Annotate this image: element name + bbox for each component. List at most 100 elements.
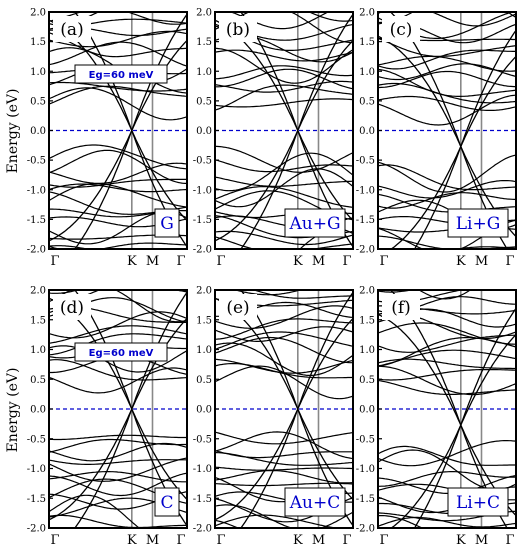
y-tick-label: -1.0 — [27, 464, 46, 475]
band-line — [215, 466, 353, 471]
gap-annotation-box — [74, 64, 168, 84]
kpoint-label: M — [312, 254, 325, 269]
band-line — [501, 247, 516, 249]
band-line — [49, 471, 187, 483]
system-label: Li+G — [456, 214, 501, 234]
band-line — [378, 516, 516, 528]
kpoint-label: Γ — [379, 254, 388, 269]
band-line — [215, 152, 353, 192]
band-line — [49, 311, 187, 339]
band-line — [215, 450, 353, 459]
y-tick-label: 0.0 — [359, 126, 375, 137]
band-line — [49, 345, 187, 373]
band-line — [215, 305, 353, 329]
panel-d: 2.0 1.5 1.0 0.5 0.0 -0.5 -1.0 -1.5 -2.0 Γ K M Γ (d) C E… — [27, 286, 188, 548]
y-tick-label: -2.0 — [193, 245, 212, 256]
kpoint-label: Γ — [216, 254, 225, 269]
system-label: Au+C — [289, 493, 340, 513]
gap-annotation-box — [74, 342, 168, 362]
y-tick-label: -1.5 — [27, 215, 46, 226]
system-label-box — [447, 208, 509, 238]
band-line — [49, 459, 187, 465]
band-line — [49, 529, 187, 536]
y-tick-label: 1.5 — [30, 37, 46, 48]
y-tick-label: 0.0 — [30, 405, 46, 416]
panel-c: 2.0 1.5 1.0 0.5 0.0 -0.5 -1.0 -1.5 -2.0 Γ K M Γ (c) Li… — [356, 8, 517, 269]
dirac-band — [49, 407, 187, 521]
y-tick-label: -1.0 — [356, 185, 375, 196]
band-line — [215, 49, 353, 62]
y-tick-label: -1.0 — [193, 464, 212, 475]
band-line — [215, 482, 353, 487]
dirac-band — [74, 407, 187, 528]
system-label-box — [154, 487, 180, 517]
band-line — [378, 445, 516, 466]
y-tick-label: 1.0 — [30, 67, 46, 78]
y-tick-label: -0.5 — [193, 156, 212, 167]
bands — [215, 290, 353, 543]
band-line — [49, 183, 187, 208]
band-line — [49, 514, 187, 528]
panel-label-bg — [53, 294, 91, 320]
dirac-band — [74, 290, 187, 411]
band-line — [378, 12, 516, 27]
system-label: G — [160, 214, 174, 234]
gap-annotation: Eg=60 meV — [89, 70, 154, 81]
y-tick-label: 0.5 — [359, 96, 375, 107]
y-tick-label: -2.0 — [356, 524, 375, 535]
band-line — [378, 193, 516, 213]
band-line — [215, 176, 353, 187]
band-line — [215, 336, 353, 364]
y-tick-label: -1.0 — [193, 185, 212, 196]
band-line — [378, 471, 516, 487]
band-line — [49, 532, 187, 547]
dirac-band — [378, 313, 516, 427]
y-tick-label: 1.5 — [196, 315, 212, 326]
band-line — [215, 145, 353, 173]
y-tick-label: 1.5 — [196, 37, 212, 48]
y-tick-label: 0.5 — [196, 96, 212, 107]
panel-label-bg — [53, 16, 91, 42]
band-line — [49, 85, 187, 105]
y-tick-label: -0.5 — [356, 434, 375, 445]
kpoint-label: Γ — [50, 533, 59, 548]
band-line — [49, 251, 187, 266]
y-tick-label: -1.5 — [356, 494, 375, 505]
band-line — [215, 536, 353, 543]
system-label-box — [154, 208, 180, 238]
band-line — [378, 37, 516, 57]
dirac-band — [390, 144, 516, 249]
band-line — [378, 365, 516, 396]
y-tick-label: 0.0 — [196, 126, 212, 137]
band-line — [215, 342, 353, 376]
y-tick-label: 0.5 — [196, 375, 212, 386]
band-line — [49, 290, 187, 323]
kpoint-label: Γ — [342, 533, 351, 548]
band-line — [49, 359, 187, 381]
band-line — [49, 245, 90, 249]
band-line — [378, 474, 516, 495]
kpoint-label: Γ — [216, 533, 225, 548]
kpoint-label: Γ — [50, 254, 59, 269]
system-label-box — [284, 208, 346, 238]
band-line — [378, 154, 516, 193]
band-line — [418, 290, 472, 300]
system-label: C — [160, 493, 173, 513]
y-tick-label: 1.5 — [359, 37, 375, 48]
dirac-band — [74, 128, 187, 249]
panel-label: (f) — [391, 298, 411, 318]
y-tick-label: -1.5 — [193, 215, 212, 226]
band-line — [215, 358, 353, 374]
band-line — [215, 431, 353, 460]
dirac-band — [390, 423, 516, 528]
y-tick-label: 0.5 — [30, 96, 46, 107]
band-line — [49, 32, 187, 58]
band-line — [378, 290, 414, 293]
panel-label: (e) — [226, 298, 249, 318]
panel-label: (b) — [226, 20, 250, 40]
kpoint-label: K — [456, 254, 466, 269]
band-line — [215, 84, 353, 111]
kpoint-label: Γ — [379, 533, 388, 548]
system-label-box — [284, 487, 346, 517]
band-line — [215, 469, 353, 484]
